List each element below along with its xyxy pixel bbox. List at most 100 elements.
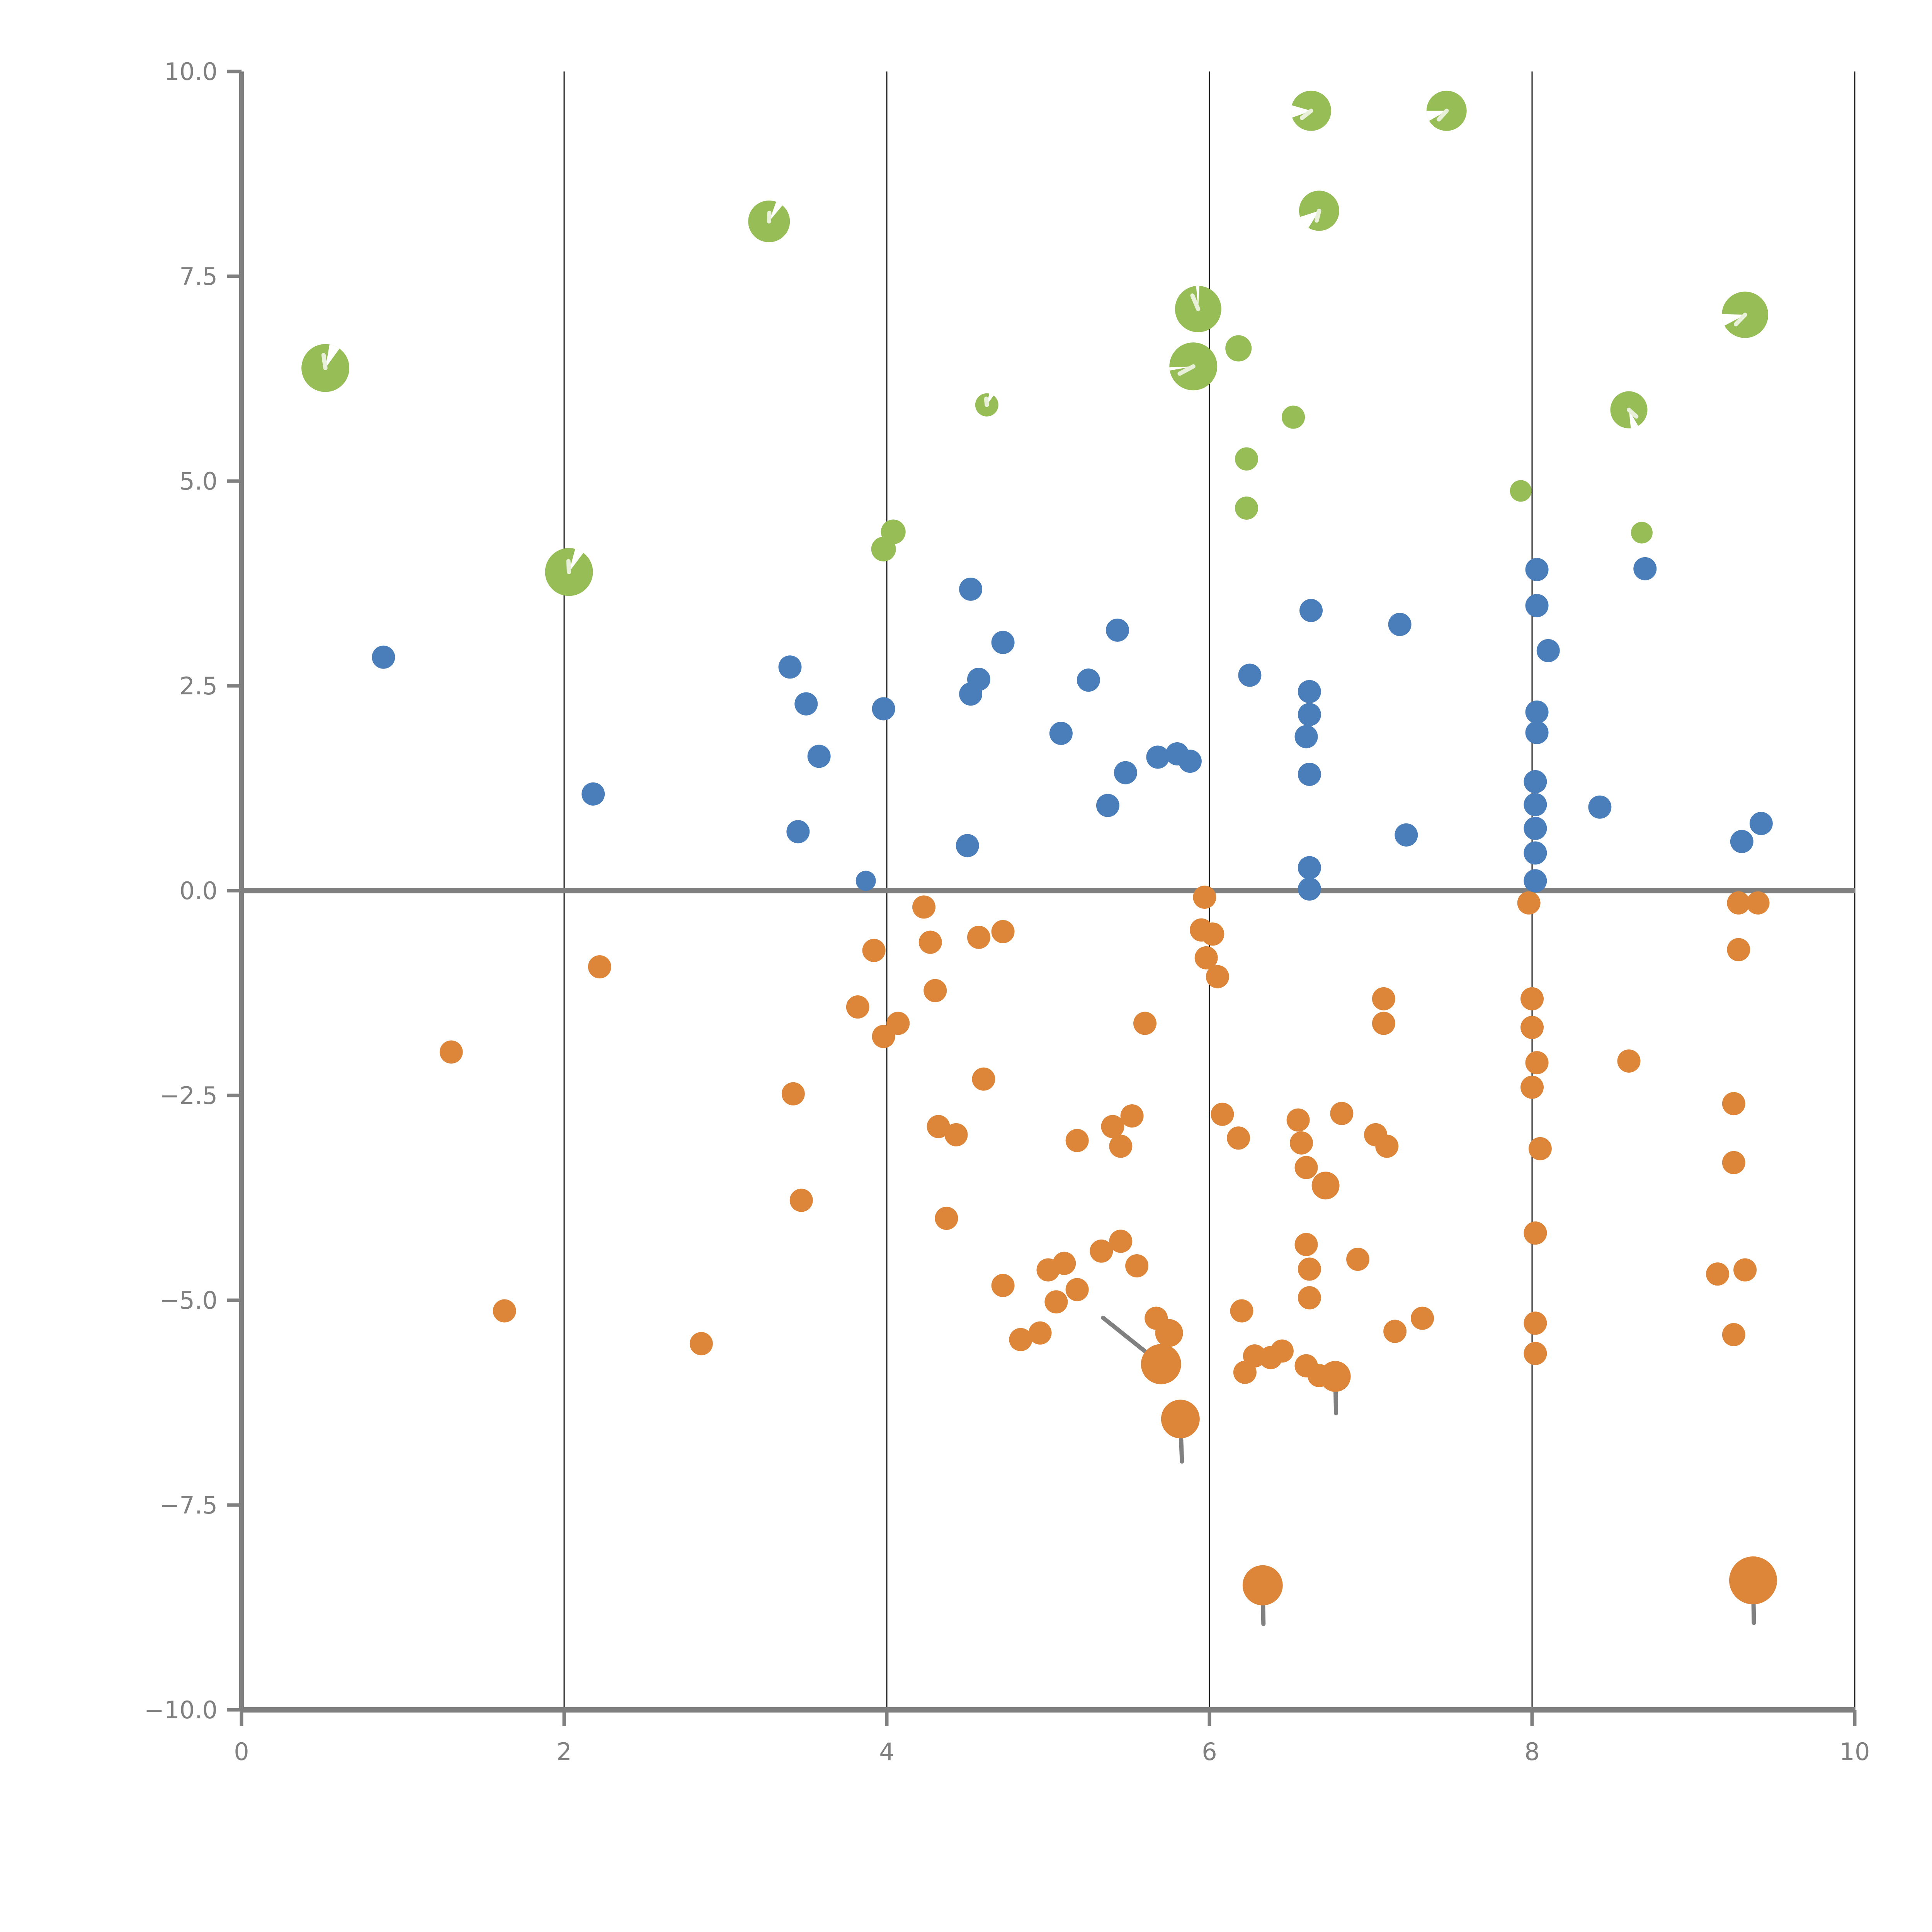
data-point-blue [1146, 745, 1170, 769]
data-point-orange [918, 930, 942, 954]
data-point-orange [789, 1189, 813, 1212]
pie-hand-line [1733, 313, 1747, 327]
data-point-orange [588, 955, 611, 979]
data-point-blue [1524, 793, 1547, 816]
data-point-orange [944, 1123, 968, 1146]
y-tick-label: −2.5 [159, 1082, 218, 1110]
data-point-orange [846, 995, 869, 1019]
data-point-orange [1065, 1278, 1089, 1301]
data-point-orange [1706, 1262, 1730, 1286]
data-point-orange [1289, 1131, 1313, 1155]
data-point-orange [1101, 1115, 1124, 1138]
data-point-orange [1733, 1258, 1757, 1282]
data-point-blue [1298, 703, 1321, 726]
data-point-orange [1372, 1012, 1395, 1035]
data-point-green [1282, 405, 1305, 429]
data-point-blue [1096, 794, 1119, 817]
data-point-orange [1411, 1306, 1434, 1330]
pie-hand-line [1627, 408, 1639, 419]
data-point-blue [786, 820, 810, 844]
data-point-orange [1520, 987, 1544, 1010]
pie-hand-line [1315, 208, 1321, 223]
series-blue [372, 557, 1773, 901]
data-point-orange [1320, 1361, 1351, 1392]
data-point-orange [1009, 1328, 1032, 1351]
data-point-orange [1227, 1126, 1250, 1150]
data-point-orange [1727, 938, 1750, 961]
data-point-orange [912, 895, 936, 919]
data-point-blue [1395, 823, 1418, 847]
data-point-orange [967, 925, 990, 949]
data-point-blue [1298, 877, 1321, 901]
data-point-green [881, 519, 906, 544]
data-point-blue [1525, 558, 1549, 581]
pie-hand-line [1299, 109, 1313, 120]
y-tick-label: 7.5 [179, 262, 218, 291]
data-point-blue [1294, 725, 1318, 748]
data-point-blue [1299, 599, 1323, 622]
data-point-orange [1201, 922, 1225, 946]
data-point-blue [1298, 762, 1321, 786]
data-point-orange [1525, 1051, 1549, 1075]
pie-wedge-cutout [325, 344, 340, 368]
data-point-orange [1294, 1156, 1318, 1179]
data-point-orange [1155, 1319, 1183, 1347]
data-point-blue [1049, 721, 1073, 745]
pie-wedge-cutout [1300, 211, 1319, 228]
x-tick-label: 8 [1524, 1738, 1539, 1766]
pie-wedge-cutout [569, 549, 583, 572]
data-point-orange [1524, 1221, 1547, 1245]
data-point-orange [1065, 1129, 1089, 1152]
data-point-orange [1617, 1049, 1641, 1073]
x-tick-label: 0 [234, 1738, 249, 1766]
data-point-blue [1525, 700, 1549, 724]
data-point-orange [1053, 1252, 1076, 1275]
x-tick-label: 10 [1840, 1738, 1870, 1766]
data-point-orange [1298, 1286, 1321, 1310]
data-point-blue [1298, 856, 1321, 879]
data-point-orange [1517, 891, 1541, 915]
data-point-orange [781, 1082, 805, 1105]
data-point-orange [1133, 1012, 1156, 1035]
data-point-orange [1524, 1342, 1547, 1365]
data-point-green [1510, 480, 1532, 502]
y-tick-label: 0.0 [179, 877, 218, 905]
data-point-blue [872, 697, 895, 721]
data-point-orange [1722, 1323, 1745, 1347]
data-point-blue [1106, 618, 1129, 642]
data-point-orange [991, 1274, 1015, 1297]
data-point-orange [1528, 1137, 1552, 1160]
pie-wedge-cutout [1196, 286, 1199, 309]
data-point-orange [1120, 1104, 1144, 1128]
data-point-orange [927, 1115, 950, 1138]
data-point-orange [923, 979, 947, 1002]
data-point-orange [689, 1332, 713, 1355]
data-point-blue [582, 782, 605, 806]
pie-wedge-cutout [1291, 105, 1311, 118]
data-point-blue [794, 692, 818, 716]
data-point-orange [1206, 965, 1229, 988]
data-point-blue [1524, 770, 1547, 794]
data-point-orange [1729, 1556, 1777, 1605]
data-point-orange [991, 920, 1015, 943]
data-point-orange [1028, 1321, 1052, 1345]
data-point-blue [1524, 869, 1547, 893]
data-point-orange [1372, 987, 1395, 1010]
data-point-blue [1525, 594, 1549, 617]
data-point-blue [1077, 668, 1100, 692]
data-point-orange [1746, 891, 1770, 915]
data-point-blue [778, 655, 802, 679]
data-point-orange [1109, 1230, 1133, 1253]
data-point-blue [855, 871, 876, 891]
data-points [301, 90, 1777, 1626]
data-point-orange [1141, 1344, 1181, 1384]
pie-hand-line [1437, 109, 1449, 122]
data-point-orange [1520, 1075, 1544, 1099]
data-point-blue [1388, 613, 1412, 636]
y-tick-label: −5.0 [159, 1286, 218, 1315]
data-point-blue [1114, 761, 1137, 784]
data-point-orange [1722, 1092, 1745, 1116]
data-point-orange [972, 1067, 995, 1091]
data-point-orange [1161, 1400, 1200, 1439]
